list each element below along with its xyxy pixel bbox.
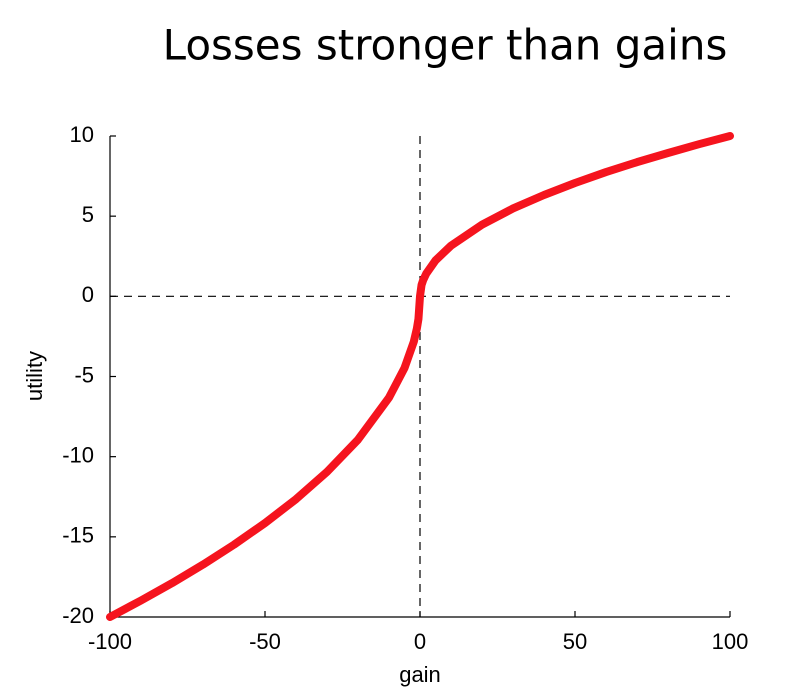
x-tick-label: -50 [249,629,281,654]
x-axis-label: gain [399,662,441,687]
x-tick-label: 100 [712,629,749,654]
y-tick-label: -5 [74,362,94,387]
y-tick-label: -20 [62,603,94,628]
chart-title: Losses stronger than gains [163,21,728,70]
x-tick-label: 0 [414,629,426,654]
y-tick-label: -10 [62,442,94,467]
x-tick-label: 50 [563,629,587,654]
x-tick-label: -100 [88,629,132,654]
y-tick-label: 5 [82,202,94,227]
y-axis-label: utility [22,351,47,401]
y-tick-label: 0 [82,282,94,307]
line [106,132,734,621]
y-tick-label: 10 [70,122,94,147]
y-tick-label: -15 [62,523,94,548]
